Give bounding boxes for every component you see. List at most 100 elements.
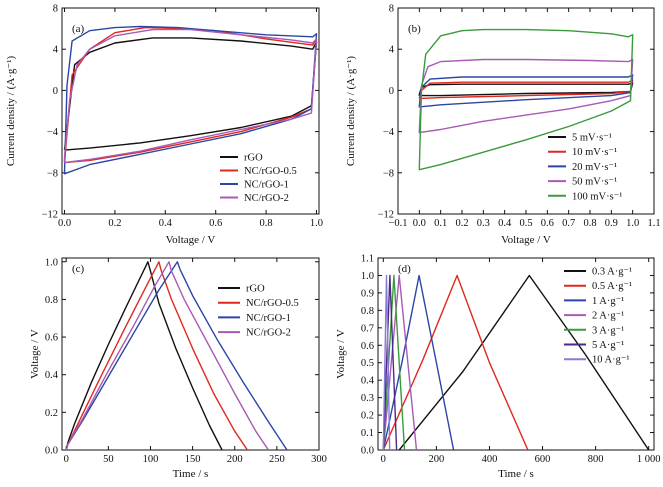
legend-label: NC/rGO-1 bbox=[244, 180, 289, 191]
y-tick-label: −4 bbox=[47, 127, 59, 138]
y-tick-label: 8 bbox=[389, 4, 394, 15]
series-group bbox=[65, 261, 288, 450]
series-group bbox=[63, 25, 318, 175]
series-line-c-2 bbox=[65, 261, 288, 450]
x-tick-label: 800 bbox=[588, 454, 604, 465]
x-tick-label: 0.2 bbox=[108, 218, 121, 229]
panel-label: (b) bbox=[408, 23, 421, 35]
series-line-c-3 bbox=[65, 261, 269, 450]
x-tick-label: 1 000 bbox=[637, 454, 661, 465]
y-tick-label: 4 bbox=[53, 45, 59, 56]
x-tick-label: 0 bbox=[64, 454, 69, 465]
x-tick-label: 0.0 bbox=[413, 218, 426, 229]
y-tick-label: −8 bbox=[47, 168, 58, 179]
legend-label: 20 mV·s⁻¹ bbox=[572, 162, 617, 173]
x-tick-label: 1.1 bbox=[647, 218, 660, 229]
y-tick-label: 0.2 bbox=[361, 411, 374, 422]
y-tick-label: 1.0 bbox=[361, 271, 374, 282]
x-tick-label: 1.0 bbox=[310, 218, 323, 229]
x-tick-label: 400 bbox=[482, 454, 498, 465]
legend-label: rGO bbox=[244, 153, 263, 164]
y-tick-label: 0.8 bbox=[361, 306, 374, 317]
legend-label: rGO bbox=[246, 284, 265, 295]
x-tick-label: 0.8 bbox=[583, 218, 596, 229]
y-tick-label: 1.1 bbox=[361, 254, 374, 265]
panel-label: (a) bbox=[72, 23, 85, 35]
x-axis-label: Voltage / V bbox=[166, 234, 216, 246]
legend-label: 2 A·g⁻¹ bbox=[592, 311, 624, 322]
series-line-c-1 bbox=[65, 261, 248, 450]
y-tick-label: 0.7 bbox=[361, 323, 374, 334]
plot-frame bbox=[61, 257, 320, 451]
x-tick-label: −0.1 bbox=[388, 218, 407, 229]
legend-label: NC/rGO-0.5 bbox=[246, 298, 299, 309]
x-tick-label: 0.8 bbox=[260, 218, 273, 229]
x-tick-label: 200 bbox=[429, 454, 445, 465]
y-axis-label: Current density / (A·g⁻¹) bbox=[345, 56, 357, 167]
legend-label: 100 mV·s⁻¹ bbox=[572, 191, 622, 202]
x-tick-label: 0.0 bbox=[58, 218, 71, 229]
x-axis-label: Time / s bbox=[173, 468, 209, 480]
series-line-d-1 bbox=[382, 274, 529, 450]
series-line-b-1 bbox=[418, 79, 634, 100]
legend: rGO NC/rGO-0.5 NC/rGO-1 NC/rGO-2 bbox=[218, 284, 299, 339]
x-tick-label: 0.5 bbox=[519, 218, 532, 229]
series-line-d-5 bbox=[382, 274, 398, 450]
series-line-a-3 bbox=[63, 28, 318, 164]
x-tick-label: 0.9 bbox=[605, 218, 618, 229]
y-tick-label: −12 bbox=[42, 210, 58, 221]
panel-d: 0 200 400 600 800 1 000 0.0 0.1 0.2 0.3 0.4 0.5 0.6 0… bbox=[335, 254, 661, 481]
x-tick-label: 250 bbox=[269, 454, 285, 465]
y-tick-label: 0.4 bbox=[45, 370, 59, 381]
legend-label: NC/rGO-2 bbox=[244, 193, 289, 204]
y-tick-label: 0 bbox=[53, 86, 58, 97]
series-group bbox=[382, 274, 650, 450]
y-axis-label: Voltage / V bbox=[335, 329, 347, 379]
x-tick-label: 0.7 bbox=[562, 218, 575, 229]
series-line-d-0 bbox=[398, 274, 650, 450]
y-tick-label: 0.0 bbox=[361, 446, 374, 457]
panel-b: −0.1 0.0 0.1 0.2 0.3 0.4 0.5 0.6 0.7 0.8 0.9 1.0 1.1… bbox=[345, 4, 661, 247]
series-line-d-6 bbox=[382, 274, 391, 450]
series-line-b-3 bbox=[418, 58, 634, 134]
y-tick-label: 0.3 bbox=[361, 393, 374, 404]
legend-label: 1 A·g⁻¹ bbox=[592, 296, 624, 307]
panel-a: 0.0 0.2 0.4 0.6 0.8 1.0 −12 −8 −4 0 4 8 Voltage / V C… bbox=[5, 4, 323, 247]
x-axis-label: Voltage / V bbox=[501, 234, 551, 246]
series-group bbox=[418, 28, 634, 171]
y-tick-label: −12 bbox=[378, 210, 394, 221]
x-tick-label: 1.0 bbox=[626, 218, 639, 229]
y-tick-label: −4 bbox=[383, 127, 395, 138]
series-line-d-2 bbox=[382, 274, 455, 450]
x-tick-label: 0.6 bbox=[209, 218, 222, 229]
x-tick-label: 0.1 bbox=[434, 218, 447, 229]
y-tick-label: 0.5 bbox=[361, 358, 374, 369]
y-tick-label: 0.1 bbox=[361, 428, 374, 439]
series-line-d-4 bbox=[382, 274, 406, 450]
y-tick-label: 0.6 bbox=[45, 333, 58, 344]
x-tick-label: 0.4 bbox=[159, 218, 173, 229]
x-tick-label: 0.3 bbox=[477, 218, 490, 229]
legend-label: 0.3 A·g⁻¹ bbox=[592, 267, 632, 278]
series-line-b-2 bbox=[418, 74, 634, 108]
x-tick-label: 0.6 bbox=[541, 218, 554, 229]
legend-label: 50 mV·s⁻¹ bbox=[572, 177, 617, 188]
x-tick-label: 0.2 bbox=[455, 218, 468, 229]
y-axis-label: Voltage / V bbox=[29, 329, 41, 379]
x-tick-label: 0 bbox=[381, 454, 386, 465]
y-tick-label: 0.9 bbox=[361, 288, 374, 299]
plot-frame bbox=[377, 257, 655, 451]
legend: 5 mV·s⁻¹ 10 mV·s⁻¹ 20 mV·s⁻¹ 50 mV·s⁻¹ 100 m… bbox=[548, 133, 622, 202]
series-line-c-0 bbox=[65, 261, 223, 450]
x-tick-label: 0.4 bbox=[498, 218, 512, 229]
legend: rGO NC/rGO-0.5 NC/rGO-1 NC/rGO-2 bbox=[220, 153, 297, 204]
x-tick-label: 600 bbox=[535, 454, 551, 465]
legend-label: 10 A·g⁻¹ bbox=[592, 355, 630, 366]
x-axis-label: Time / s bbox=[498, 468, 534, 480]
y-tick-label: 0 bbox=[389, 86, 394, 97]
x-tick-label: 150 bbox=[185, 454, 201, 465]
y-axis-label: Current density / (A·g⁻¹) bbox=[5, 56, 17, 167]
x-tick-label: 300 bbox=[311, 454, 327, 465]
series-line-b-4 bbox=[418, 28, 634, 171]
